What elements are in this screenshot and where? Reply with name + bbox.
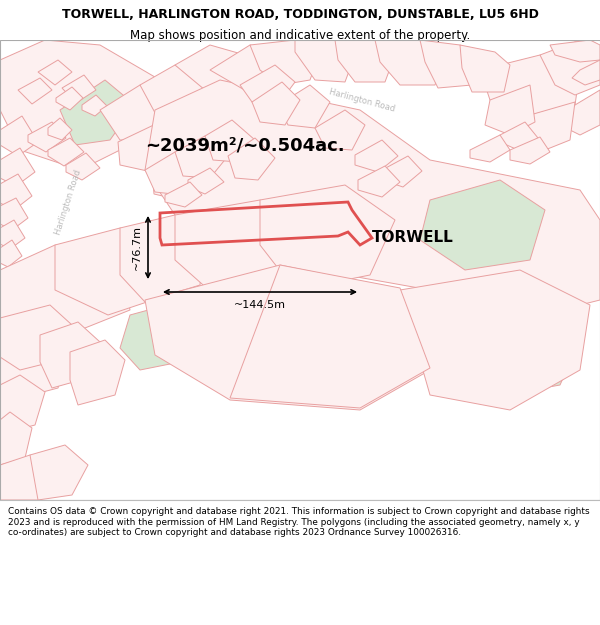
Polygon shape [28,122,66,152]
Polygon shape [118,122,186,172]
Polygon shape [152,152,214,200]
Text: TORWELL, HARLINGTON ROAD, TODDINGTON, DUNSTABLE, LU5 6HD: TORWELL, HARLINGTON ROAD, TODDINGTON, DU… [62,8,538,21]
Polygon shape [0,245,130,332]
Text: Contains OS data © Crown copyright and database right 2021. This information is : Contains OS data © Crown copyright and d… [8,508,589,538]
Polygon shape [382,156,422,187]
Polygon shape [460,45,510,92]
Polygon shape [355,140,398,172]
Polygon shape [400,270,590,410]
Polygon shape [0,455,55,500]
Polygon shape [180,182,240,230]
Polygon shape [0,40,160,170]
Polygon shape [175,45,245,90]
Polygon shape [120,300,205,370]
Polygon shape [55,228,168,315]
Polygon shape [560,90,600,135]
Polygon shape [500,122,538,150]
Polygon shape [100,85,180,140]
Polygon shape [0,412,32,465]
Polygon shape [358,166,400,197]
Polygon shape [38,60,72,85]
Text: ~144.5m: ~144.5m [234,300,286,310]
Polygon shape [208,212,264,259]
Polygon shape [252,82,300,125]
Polygon shape [175,200,315,300]
Polygon shape [485,85,535,135]
Polygon shape [315,110,365,150]
Polygon shape [0,174,32,210]
Text: ~76.7m: ~76.7m [132,225,142,270]
Polygon shape [510,137,550,164]
Polygon shape [145,152,200,195]
Polygon shape [0,220,25,249]
Polygon shape [188,168,224,194]
Text: Harlington Road: Harlington Road [328,87,396,113]
Polygon shape [250,40,320,85]
Polygon shape [175,136,228,178]
Polygon shape [0,148,35,186]
Text: TORWELL: TORWELL [372,229,454,244]
Polygon shape [335,40,395,82]
Polygon shape [260,185,395,290]
Polygon shape [420,40,480,88]
Polygon shape [240,65,295,105]
Polygon shape [62,75,96,103]
Polygon shape [165,182,202,207]
Polygon shape [572,60,600,85]
Polygon shape [520,102,575,150]
Polygon shape [550,40,600,62]
Polygon shape [0,116,38,156]
Polygon shape [18,78,52,104]
Text: ~2039m²/~0.504ac.: ~2039m²/~0.504ac. [145,136,345,154]
Polygon shape [30,445,88,500]
Polygon shape [540,40,600,95]
Polygon shape [0,375,45,432]
Text: Harlington Road: Harlington Road [53,168,83,236]
Polygon shape [145,80,600,315]
Polygon shape [140,65,210,122]
Polygon shape [475,315,580,395]
Polygon shape [0,335,70,398]
Polygon shape [210,45,290,92]
Polygon shape [145,265,430,410]
Polygon shape [48,138,84,166]
Polygon shape [295,40,355,82]
Polygon shape [60,80,135,145]
Polygon shape [420,180,545,270]
Polygon shape [66,153,100,180]
Polygon shape [205,120,255,162]
Polygon shape [120,215,205,302]
Text: Map shows position and indicative extent of the property.: Map shows position and indicative extent… [130,29,470,42]
Polygon shape [70,340,125,405]
Polygon shape [56,87,83,110]
Polygon shape [0,198,28,230]
Polygon shape [228,138,275,180]
Polygon shape [230,265,430,408]
Polygon shape [480,55,580,115]
Polygon shape [0,240,22,267]
Polygon shape [82,95,107,116]
Polygon shape [278,85,330,128]
Polygon shape [375,40,445,85]
Polygon shape [470,135,510,162]
Polygon shape [40,322,100,388]
Polygon shape [48,118,72,140]
Polygon shape [0,305,72,370]
